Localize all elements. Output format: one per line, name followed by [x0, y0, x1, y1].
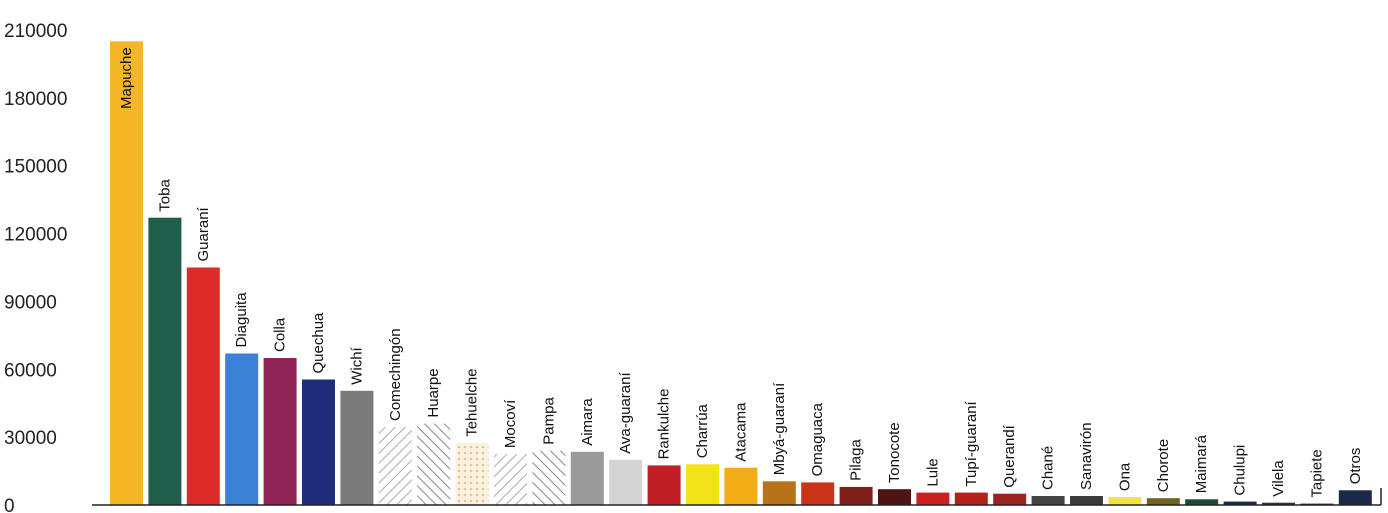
bar [993, 493, 1027, 505]
bar-category-label: Maimará [1193, 434, 1210, 493]
bar [647, 465, 681, 505]
bar-category-label: Quechua [310, 312, 327, 374]
bar [110, 41, 143, 506]
bar-category-label: Mbyá-guaraní [771, 382, 788, 475]
bar-category-label: Pilaga [848, 439, 865, 481]
bar-category-label: Sanavirón [1078, 422, 1095, 490]
bar-category-label: Pampa [540, 397, 557, 445]
y-tick-label: 180000 [4, 89, 67, 110]
bar [186, 267, 220, 505]
bar [801, 482, 835, 505]
bar-category-label: Comechingón [387, 328, 404, 421]
bar-category-label: Guaraní [195, 206, 212, 261]
bar-category-label: Omaguaca [809, 402, 826, 476]
bar [1185, 499, 1219, 505]
bar-labels: Mapuche Toba Guaraní Diaguita Colla Quechua Wi… [118, 47, 1364, 497]
bar-category-label: Tapiete [1308, 449, 1325, 497]
y-axis-ticks: 0 30000 60000 90000 120000 150000 180000 210000 [4, 21, 67, 513]
bar [1070, 496, 1103, 505]
bar-category-label: Atacama [732, 402, 749, 462]
y-tick-label: 210000 [4, 21, 67, 42]
bar [417, 423, 451, 505]
bar-category-label: Ava-guaraní [617, 372, 634, 454]
bar [878, 489, 911, 505]
bar [340, 390, 374, 505]
bar [954, 492, 988, 505]
bar-category-label: Ona [1116, 462, 1133, 491]
bar-category-label: Aimara [579, 398, 596, 446]
bar [494, 454, 527, 505]
bar-category-label: Huarpe [425, 368, 442, 417]
bar-category-label: Chorote [1155, 439, 1172, 492]
bar [378, 427, 412, 505]
bar [225, 353, 259, 505]
bar [148, 217, 182, 505]
bar [570, 451, 604, 505]
bar-category-label: Chané [1040, 446, 1057, 490]
y-tick-label: 90000 [4, 292, 57, 313]
bar [839, 486, 873, 505]
bar [302, 379, 335, 505]
y-tick-label: 0 [4, 496, 15, 513]
bar [609, 459, 643, 505]
bar-category-label: Otros [1347, 448, 1364, 485]
bar-category-label: Tehuelche [464, 368, 481, 436]
bar-category-label: Vilela [1270, 460, 1287, 497]
bar [686, 464, 719, 505]
bar-category-label: Wichí [348, 346, 365, 384]
bar [762, 481, 796, 506]
bar [1262, 502, 1295, 505]
bar [1146, 498, 1180, 505]
y-tick-label: 120000 [4, 225, 67, 246]
y-tick-label: 150000 [4, 157, 67, 178]
bar [724, 467, 758, 505]
bar [1338, 490, 1372, 505]
y-tick-label: 30000 [4, 428, 57, 449]
bar-category-label: Toba [156, 179, 173, 212]
bar-category-label: Mocoví [502, 399, 519, 448]
bar-category-label: Rankulche [656, 389, 673, 460]
bar [1108, 497, 1142, 505]
bar-category-label: Tupí-guaraní [963, 400, 980, 486]
bar-category-label: Charrúa [694, 403, 711, 458]
y-tick-label: 60000 [4, 360, 57, 381]
bar [916, 492, 950, 505]
bar [1223, 501, 1257, 505]
bar-category-label: Querandí [1001, 424, 1018, 487]
bar-category-label: Lule [924, 458, 941, 486]
bar [532, 450, 566, 505]
bar [455, 442, 489, 505]
bar-category-label: Colla [272, 317, 289, 352]
bar-category-label: Mapuche [118, 47, 135, 109]
bar [1031, 496, 1065, 505]
bar-category-label: Tonocote [886, 422, 903, 483]
bar-category-label: Diaguita [233, 292, 250, 348]
bar [263, 358, 297, 505]
bar-category-label: Chulupi [1232, 445, 1249, 496]
bars [110, 41, 1372, 506]
